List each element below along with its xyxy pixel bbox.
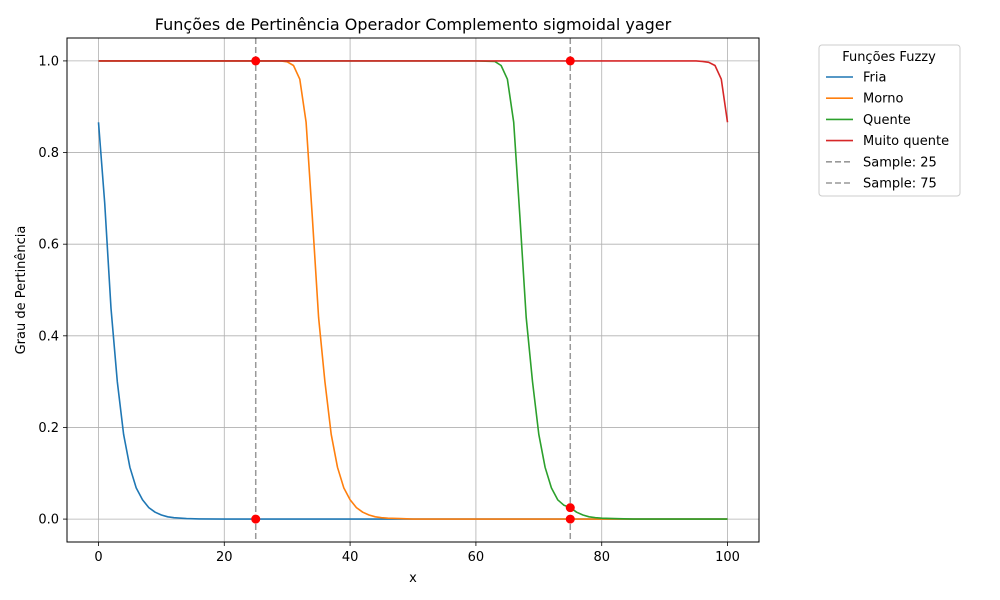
series-line — [98, 60, 728, 520]
legend-label: Sample: 75 — [863, 177, 937, 192]
legend-label: Morno — [863, 92, 904, 107]
legend-box — [818, 44, 961, 197]
legend-label: Muito quente — [863, 134, 949, 149]
legend-entries: Fria Morno Quente Muito quente Sample: 25 Sam… — [826, 71, 949, 192]
sample-lines — [254, 38, 572, 542]
series-line — [97, 122, 728, 520]
series-lines — [97, 60, 729, 520]
y-tick-label: 1.0 — [38, 54, 59, 69]
y-axis-label: Grau de Pertinência — [14, 226, 29, 355]
y-tick-label: 0.2 — [38, 421, 59, 436]
y-tick-label: 0.0 — [38, 513, 59, 528]
x-axis-ticks: 0 20 40 60 80 100 — [94, 542, 740, 565]
legend-title: Funções Fuzzy — [842, 50, 936, 65]
legend: Funções Fuzzy Fria Morno Quente Muito quent… — [818, 44, 961, 197]
sample-marker — [251, 514, 261, 524]
sample-marker — [251, 56, 261, 66]
series-line — [98, 60, 728, 520]
x-tick-label: 40 — [342, 550, 359, 565]
sample-markers — [251, 56, 575, 524]
chart-title: Funções de Pertinência Operador Compleme… — [155, 15, 672, 34]
legend-label: Quente — [863, 113, 911, 128]
grid — [67, 38, 759, 542]
x-axis-label: x — [409, 571, 417, 586]
sample-marker — [565, 514, 575, 524]
y-tick-label: 0.8 — [38, 146, 59, 161]
x-tick-label: 60 — [468, 550, 485, 565]
x-tick-label: 0 — [94, 550, 102, 565]
y-axis-ticks: 0.0 0.2 0.4 0.6 0.8 1.0 — [38, 54, 67, 528]
legend-label: Sample: 25 — [863, 155, 937, 170]
sample-marker — [565, 503, 575, 513]
x-tick-label: 20 — [216, 550, 233, 565]
y-tick-label: 0.4 — [38, 329, 59, 344]
legend-label: Fria — [863, 71, 886, 86]
series-line — [98, 60, 729, 123]
x-tick-label: 80 — [593, 550, 610, 565]
plot-frame — [66, 37, 760, 543]
sample-marker — [565, 56, 575, 66]
x-tick-label: 100 — [715, 550, 740, 565]
y-tick-label: 0.6 — [38, 238, 59, 253]
